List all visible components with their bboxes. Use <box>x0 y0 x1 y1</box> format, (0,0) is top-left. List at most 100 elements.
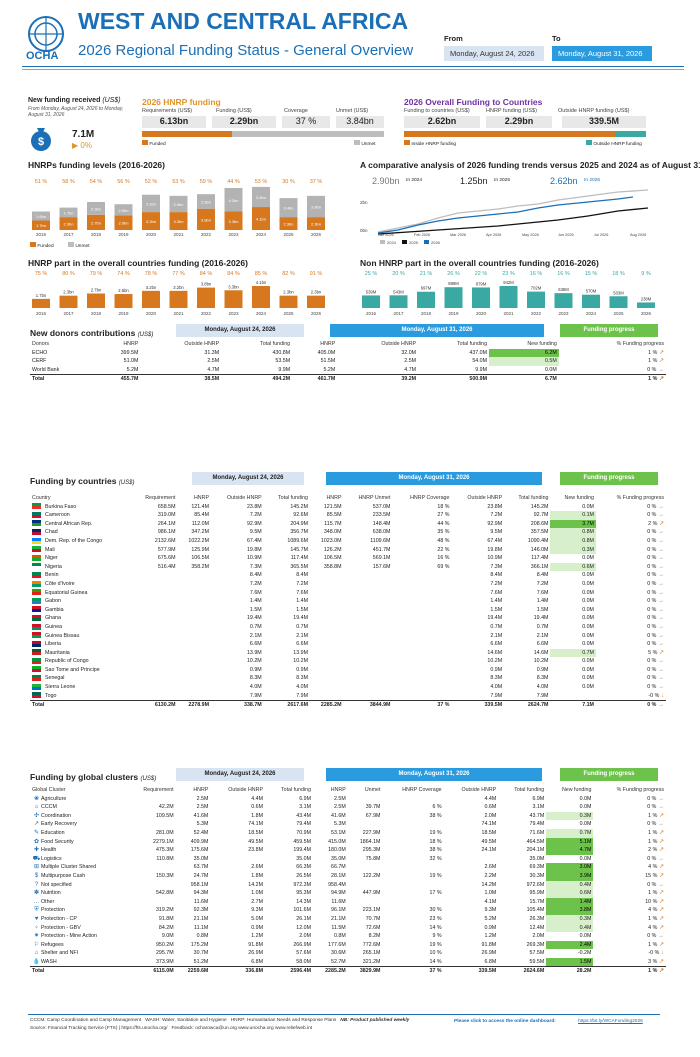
trend-flat-icon: → <box>656 855 664 862</box>
table-cell: 0.0M <box>582 606 594 613</box>
table-cell: 32.0M <box>401 349 417 356</box>
table-cell: 0.0M <box>582 666 594 673</box>
comp-xtick: Feb 2026 <box>414 233 430 237</box>
table-cell: 49.5M <box>481 838 497 845</box>
total-cell: 2285.2M <box>310 700 344 710</box>
trend-flat-icon: → <box>656 580 664 587</box>
row-label: Burkina Faso <box>30 503 131 512</box>
table-cell: 6.8M <box>484 958 497 965</box>
column-header: Requirement <box>145 495 176 501</box>
dashboard-link[interactable]: https://bit.ly/WCAFunding2026 <box>578 1019 643 1024</box>
table-cell: 208.6M <box>530 520 549 527</box>
hnrp-part-year-label: 2016 <box>36 311 47 316</box>
hnrp-part-year-label: 2026 <box>311 311 322 316</box>
progress-cell: 0 % → <box>647 615 664 622</box>
non-hnrp-year-label: 2020 <box>476 311 487 316</box>
to-date-input[interactable]: Monday, August 31, 2026 <box>552 46 652 61</box>
total-progress-cell: 0 % → <box>595 700 666 710</box>
column-header: % Funding progress <box>616 341 664 347</box>
flag-icon <box>32 640 41 647</box>
total-cell: 3829.9M <box>347 966 383 977</box>
table-cell: 14.2M <box>248 881 263 888</box>
table-cell: 38 % <box>429 847 442 854</box>
table-cell <box>382 820 443 829</box>
overall-progress-track <box>404 131 646 137</box>
table-cell: 0.3M <box>550 545 596 555</box>
table-row: Chad 986.1M 347.2M 9.5M 356.7M 348.0M 638.0M 35… <box>30 528 666 537</box>
table-cell: 2.6M <box>484 864 497 871</box>
row-label: ♀ Protection - GBV <box>30 924 127 933</box>
table-cell: 0.9M <box>484 924 497 931</box>
hnrp-part-pct-label: 82 % <box>282 271 295 277</box>
levels-funded-label: 2.3bn <box>311 222 321 227</box>
table-cell: 19.8M <box>246 546 262 553</box>
column-header: HNRP <box>320 341 336 347</box>
progress-cell: 0 % → <box>647 598 664 605</box>
levels-funded-label: 3.2bn <box>173 219 183 224</box>
progress-cell: 5 % ↗ <box>648 649 664 656</box>
hnrp-part-year-label: 2024 <box>256 311 267 316</box>
table-cell: 44 % <box>437 520 450 527</box>
column-header: HNRP <box>326 495 342 501</box>
non-hnrp-bar <box>472 287 490 308</box>
comp-2026-value: 2.62bn <box>550 176 578 186</box>
footer-abbreviations: CCCM: Camp Coordination and Camp Managem… <box>30 1018 410 1023</box>
table-cell: 2.1M <box>296 632 309 639</box>
table-cell: 347.2M <box>191 529 209 536</box>
table-cell: 675.6M <box>157 555 176 562</box>
table-cell: 106.5M <box>323 555 342 562</box>
levels-pct-label: 37 % <box>310 179 323 185</box>
table-cell: 59.5M <box>529 958 545 965</box>
hnrp-part-year-label: 2017 <box>63 311 74 316</box>
table-cell: 35.0M <box>331 855 346 862</box>
table-cell <box>344 674 393 683</box>
hnrp-part-bar <box>114 294 133 308</box>
non-hnrp-bar <box>554 293 573 308</box>
table-row: ⌂ CCCM 42.2M 2.5M 0.6M 3.1M 2.5M 39.7M 6 % 0.6M 3.… <box>30 803 666 812</box>
from-date-input[interactable]: Monday, August 24, 2026 <box>444 46 544 61</box>
table-row: ♥ Protection - CP 91.8M 21.1M 5.0M 26.1M 21.1M… <box>30 914 666 924</box>
non-hnrp-bar <box>362 295 380 308</box>
cluster-icon: ♀ <box>34 924 39 931</box>
table-cell: 5.1M <box>546 837 594 847</box>
table-cell: 13.9M <box>293 649 309 656</box>
column-header: Total funding <box>514 787 545 793</box>
progress-cell: 4 % ↗ <box>648 864 664 871</box>
levels-bar-funded <box>142 212 160 230</box>
progress-cell: 1 % ↗ <box>648 349 664 356</box>
table-cell <box>178 589 211 598</box>
table-cell: 7.2M <box>490 512 503 519</box>
table-cell: 79.4M <box>529 821 545 828</box>
table-cell: 115.7M <box>324 520 342 527</box>
hnrp-cov-label: Coverage <box>284 108 308 114</box>
table-cell: 223.1M <box>362 907 381 914</box>
progress-cell: 0 % → <box>647 366 664 373</box>
hnrp-unmet-value: 3.84bn <box>336 116 384 128</box>
non-hnrp-year-label: 2017 <box>393 311 404 316</box>
table-cell: 7.2M <box>249 512 262 519</box>
table-cell: 10.2M <box>246 658 262 665</box>
trend-flat-icon: → <box>656 537 664 544</box>
comp-legend-swatch <box>424 240 429 244</box>
table-cell: 204.1M <box>526 847 545 854</box>
table-cell: 94.3M <box>193 890 209 897</box>
non-hnrp-year-label: 2018 <box>421 311 432 316</box>
table-cell <box>392 580 451 589</box>
table-cell: 0.0M <box>582 580 594 587</box>
table-cell <box>178 666 211 675</box>
table-cell: 9.9M <box>278 366 291 373</box>
table-cell: 91.8M <box>248 941 263 948</box>
levels-year-label: 2022 <box>201 232 212 237</box>
total-cell: 6115.0M <box>127 966 176 977</box>
progress-cell: 1 % ↗ <box>648 915 664 922</box>
levels-bar-unmet <box>142 194 160 213</box>
table-cell: 145.2M <box>530 503 549 510</box>
table-cell: 69.3M <box>529 864 545 871</box>
table-cell: 8.4M <box>536 572 549 579</box>
trend-flat-icon: → <box>656 702 664 709</box>
column-header: New funding <box>527 341 557 347</box>
table-cell: 9.0M <box>161 933 174 940</box>
trend-flat-icon: → <box>656 546 664 553</box>
table-cell <box>392 632 451 641</box>
table-cell <box>382 863 443 872</box>
